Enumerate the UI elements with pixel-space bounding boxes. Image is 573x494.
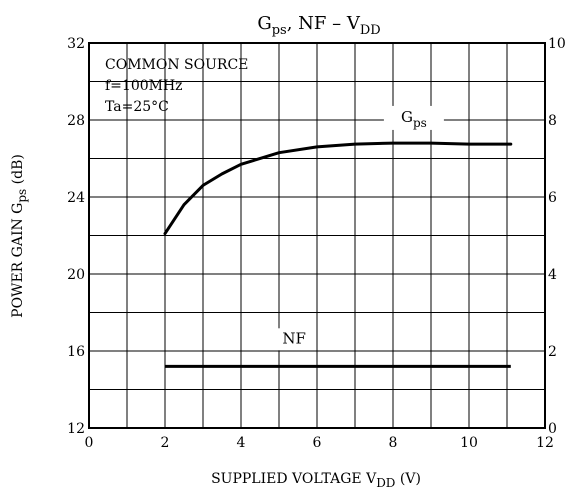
y-left-tick-label: 28	[67, 113, 85, 129]
x-axis-label: SUPPLIED VOLTAGE VDD (V)	[211, 471, 421, 490]
x-tick-label: 10	[460, 435, 478, 451]
x-tick-label: 0	[85, 435, 94, 451]
y-left-tick-label: 20	[67, 267, 85, 283]
y-right-tick-label: 4	[548, 267, 557, 283]
annotation-line-1: COMMON SOURCE	[105, 57, 248, 73]
annotation-line-2: f=100MHz	[105, 78, 183, 94]
x-tick-label: 12	[536, 435, 554, 451]
nf-label-background	[274, 328, 315, 351]
y-right-tick-label: 10	[548, 36, 566, 52]
plot-area-frame	[88, 42, 546, 429]
y-right-tick-label: 0	[548, 421, 557, 437]
series-label-gps: Gps	[401, 108, 427, 130]
x-tick-label: 4	[237, 435, 246, 451]
chart-title: Gps, NF – VDD	[257, 13, 380, 38]
y-left-tick-label: 32	[67, 36, 85, 52]
series-label-nf: NF	[282, 329, 306, 347]
x-tick-label: 2	[161, 435, 170, 451]
y-left-axis-label: POWER GAIN Gps (dB)	[10, 154, 29, 318]
y-left-tick-label: 16	[67, 344, 85, 360]
series-layer: Gps NF	[163, 105, 513, 368]
y-left-tick-label: 24	[67, 190, 85, 206]
series-line-gps	[163, 141, 513, 236]
y-right-tick-label: 2	[548, 344, 557, 360]
y-right-tick-label: 8	[548, 113, 557, 129]
y-right-axis-tick-labels: 0 2 4 6 8 10	[548, 36, 566, 437]
y-left-axis-tick-labels: 12 16 20 24 28 32	[67, 36, 85, 437]
conditions-annotation: COMMON SOURCE f=100MHz Ta=25°C	[105, 57, 248, 115]
x-tick-label: 8	[389, 435, 398, 451]
y-left-tick-label: 12	[67, 421, 85, 437]
x-tick-label: 6	[313, 435, 322, 451]
y-right-tick-label: 6	[548, 190, 557, 206]
gps-label-background	[383, 105, 444, 130]
annotation-line-3: Ta=25°C	[105, 99, 169, 115]
x-axis-tick-labels: 0 2 4 6 8 10 12	[85, 435, 554, 451]
